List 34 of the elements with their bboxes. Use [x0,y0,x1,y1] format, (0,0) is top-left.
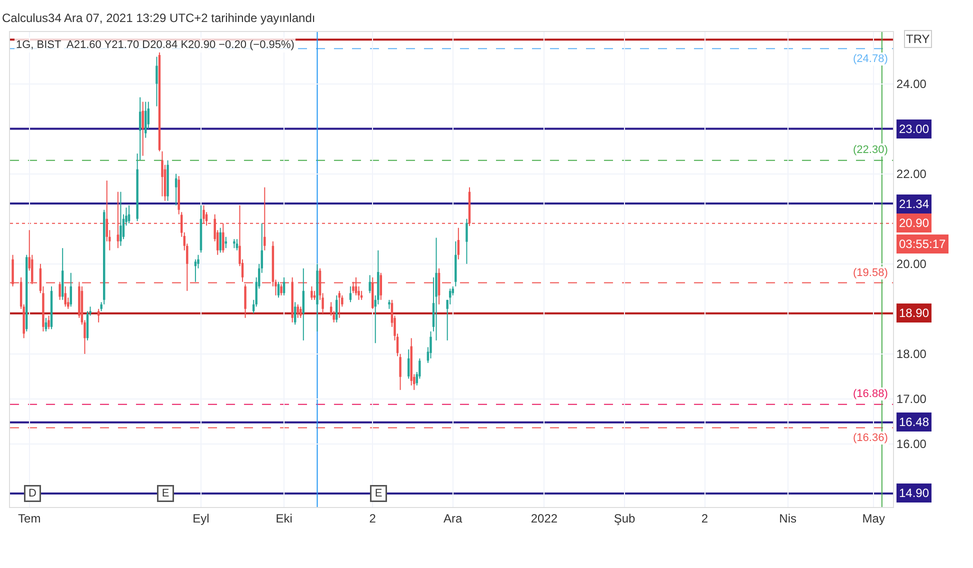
ref-line-label: (24.78) [853,53,888,65]
text: TRY [906,32,930,46]
ref-line-label: (19.58) [853,267,888,279]
x-tick-label: Eyl [192,511,210,526]
annotation: D [28,488,36,500]
y-tick-label: 20.00 [896,257,927,272]
y-tick-label: 24.00 [896,76,927,91]
ref-line-label: 16.48 [899,415,930,429]
chart-title: Calculus34 Ara 07, 2021 13:29 UTC+2 tarihinde yayınlandı [2,11,316,25]
x-tick-label: 2 [701,511,708,526]
ref-line-label: (22.30) [853,144,888,156]
x-tick-label: Tem [18,511,41,526]
annotation: E [162,488,170,500]
ref-line-label: 21.34 [899,197,930,211]
ref-line-label: 20.90 [899,216,930,230]
ref-line-label: 23.00 [899,122,930,136]
x-tick-label: 2022 [530,511,558,526]
y-tick-label: 16.00 [896,437,927,452]
x-tick-label: Eki [276,511,292,526]
text: 1G, BIST A21.60 Y21.70 D20.84 K20.90 −0.20 (−0.95%) [16,39,294,51]
ref-line-label: 14.90 [899,486,930,500]
x-tick-label: Ara [444,511,463,526]
y-tick-label: 22.00 [896,167,927,182]
x-tick-label: Şub [614,511,636,526]
x-tick-label: May [862,511,885,526]
ref-line-label: 18.90 [899,306,930,320]
x-tick-label: Nis [779,511,796,526]
x-tick-label: 2 [369,511,376,526]
ref-line-label: (16.36) [853,432,888,444]
ref-line-label: (16.88) [853,388,888,400]
annotation: E [374,488,382,500]
y-tick-label: 18.00 [896,347,927,362]
text: 03:55:17 [899,237,946,251]
y-tick-label: 17.00 [896,392,927,406]
